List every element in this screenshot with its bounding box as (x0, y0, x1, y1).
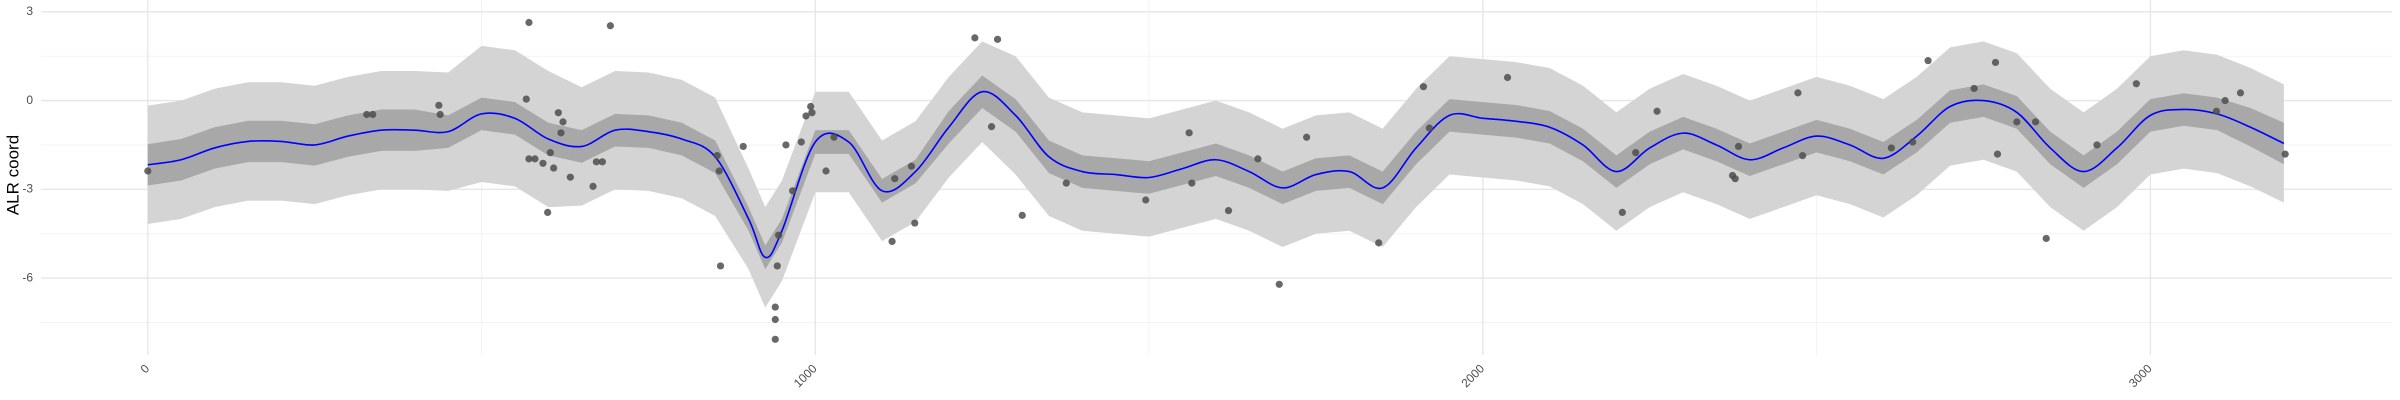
data-point (1993, 150, 2002, 158)
data-point (1224, 207, 1233, 215)
y-axis-label: ALR coord (3, 135, 22, 215)
data-point (797, 138, 805, 146)
data-point (802, 112, 810, 120)
data-point (557, 129, 565, 137)
data-point (771, 303, 779, 311)
data-point (1142, 196, 1150, 204)
data-point (2281, 150, 2289, 158)
data-point (1503, 73, 1512, 82)
data-point (1425, 124, 1434, 132)
data-point (525, 155, 533, 163)
x-tick-label: 0 (138, 361, 153, 376)
data-point (1887, 144, 1895, 152)
data-point (144, 167, 152, 175)
data-point (1275, 280, 1283, 288)
data-point (775, 231, 783, 239)
data-point (2221, 96, 2229, 105)
data-point (2236, 89, 2245, 97)
data-point (1653, 107, 1661, 115)
data-point (1185, 129, 1193, 137)
data-point (773, 262, 781, 270)
data-point (592, 158, 600, 166)
data-point (1909, 138, 1917, 146)
data-point (993, 35, 1002, 43)
data-point (539, 159, 547, 167)
data-point (1018, 211, 1026, 219)
data-point (363, 110, 371, 119)
x-tick-label: 2000 (1458, 361, 1487, 390)
data-point (589, 182, 597, 190)
data-point (559, 118, 567, 126)
data-point (1419, 83, 1428, 91)
data-point (1991, 58, 2000, 67)
data-point (715, 167, 723, 175)
data-point (808, 109, 816, 117)
data-point (436, 110, 444, 119)
data-point (971, 34, 979, 42)
data-point (554, 109, 562, 117)
data-point (888, 237, 896, 245)
data-point (522, 95, 530, 103)
mean-line (147, 90, 2285, 259)
data-point (1188, 179, 1196, 187)
data-point (525, 18, 533, 27)
x-tick-label: 3000 (2126, 361, 2155, 390)
data-point (1734, 142, 1743, 151)
y-tick-label: 0 (26, 93, 33, 107)
data-point (1303, 133, 1311, 141)
data-point (789, 187, 797, 195)
data-point (907, 162, 916, 170)
data-point (2132, 80, 2140, 88)
data-point (1924, 57, 1932, 65)
data-point (2031, 118, 2040, 126)
data-point (369, 110, 377, 119)
data-point (2042, 234, 2050, 243)
data-point (830, 133, 838, 141)
data-point (822, 167, 830, 175)
data-point (566, 173, 574, 181)
data-point (606, 22, 614, 30)
data-point (1794, 89, 1802, 97)
data-point (1254, 155, 1262, 163)
y-tick-label: -6 (22, 270, 33, 284)
data-point (2093, 141, 2101, 149)
data-point (716, 262, 725, 270)
data-point (782, 141, 790, 149)
data-point (1062, 179, 1070, 187)
data-point (1970, 84, 1978, 93)
data-point (1798, 152, 1807, 160)
y-tick-label: 3 (26, 4, 33, 18)
data-point (435, 101, 443, 109)
data-point (544, 208, 552, 217)
data-point (807, 102, 815, 111)
data-point (771, 315, 779, 324)
data-point (550, 164, 558, 172)
data-point (771, 335, 779, 343)
data-point (1632, 149, 1640, 157)
y-tick-label: -3 (22, 182, 33, 196)
data-point (1375, 239, 1383, 247)
data-point (987, 123, 996, 131)
data-point (598, 158, 606, 166)
data-point (2013, 118, 2021, 126)
credible-band (147, 75, 2284, 270)
x-tick-label: 1000 (791, 361, 820, 390)
data-point (531, 155, 539, 163)
data-point (891, 175, 899, 183)
data-point (2212, 107, 2221, 115)
data-point (1731, 175, 1739, 183)
data-point (911, 219, 919, 227)
data-point (546, 149, 554, 157)
data-point (739, 142, 747, 151)
data-point (1618, 208, 1626, 217)
data-point (713, 152, 721, 160)
